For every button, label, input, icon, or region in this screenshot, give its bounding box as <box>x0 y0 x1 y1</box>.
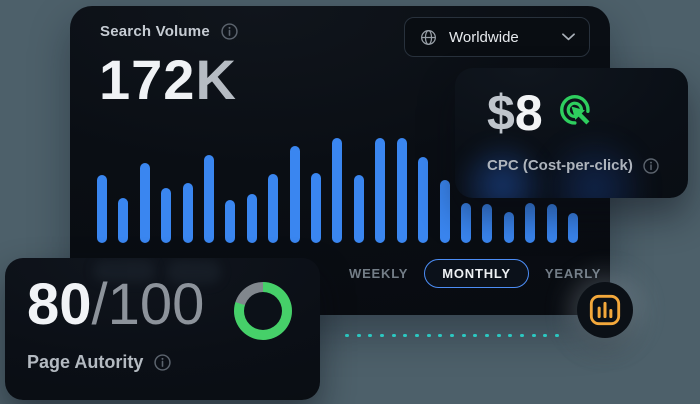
dash <box>414 334 419 337</box>
cpc-label: CPC (Cost-per-click) <box>487 157 633 174</box>
dash <box>449 334 454 337</box>
decor-blob <box>167 260 221 284</box>
authority-score: 80/100 <box>27 276 204 334</box>
period-tabs: WEEKLY MONTHLY YEARLY <box>347 259 603 288</box>
search-volume-header: Search Volume <box>100 23 238 40</box>
search-volume-value: 172K <box>99 52 237 108</box>
chevron-down-icon <box>562 33 575 41</box>
bar-chart <box>97 133 578 243</box>
authority-score-max: /100 <box>91 272 205 337</box>
bar <box>332 138 343 243</box>
cpc-value: $8 <box>487 88 543 138</box>
bar <box>246 194 257 243</box>
bar <box>353 175 364 243</box>
dash <box>496 334 501 337</box>
decor-blob <box>93 260 155 282</box>
chart-fab-button[interactable] <box>577 282 633 338</box>
bar <box>268 174 279 243</box>
dash <box>531 334 536 337</box>
bar <box>289 146 300 243</box>
bar <box>482 204 493 243</box>
cpc-amount: 8 <box>514 85 543 141</box>
bar <box>460 203 471 243</box>
bar <box>225 200 236 243</box>
cpc-value-row: $8 <box>487 88 599 138</box>
bar <box>118 198 129 243</box>
tab-monthly[interactable]: MONTHLY <box>424 259 529 288</box>
cpc-card: $8 CPC (Cost-per-click) <box>455 68 688 198</box>
bar <box>567 213 578 243</box>
dash <box>345 334 349 337</box>
bar <box>503 212 514 243</box>
dash <box>356 334 361 337</box>
bar <box>525 203 536 243</box>
bar <box>97 175 107 243</box>
page-authority-card: 80/100 Page Autority <box>5 258 320 400</box>
dash <box>554 334 559 337</box>
dash <box>473 334 478 337</box>
authority-label: Page Autority <box>27 352 144 372</box>
dash <box>543 334 548 337</box>
dash <box>426 334 431 337</box>
authority-donut <box>234 282 292 340</box>
bar <box>139 163 150 243</box>
bar <box>182 183 193 243</box>
info-icon[interactable] <box>221 23 238 40</box>
dash <box>391 334 396 337</box>
click-cursor-icon <box>559 95 590 125</box>
cpc-currency: $ <box>487 85 515 141</box>
tab-yearly[interactable]: YEARLY <box>543 260 603 287</box>
dash <box>461 334 466 337</box>
bar <box>311 173 322 243</box>
dash <box>519 334 524 337</box>
bar <box>418 157 429 243</box>
authority-score-value: 80 <box>27 272 92 337</box>
dashed-line-decor <box>345 334 559 337</box>
search-volume-title: Search Volume <box>100 23 210 40</box>
cpc-label-row: CPC (Cost-per-click) <box>487 157 659 174</box>
dash <box>508 334 513 337</box>
globe-icon <box>421 29 436 45</box>
bar <box>161 188 172 243</box>
dash <box>484 334 489 337</box>
info-icon[interactable] <box>154 354 172 371</box>
search-volume-suffix: K <box>195 48 237 111</box>
dash <box>403 334 408 337</box>
dash <box>379 334 384 337</box>
authority-label-row: Page Autority <box>27 352 172 373</box>
region-dropdown[interactable]: Worldwide <box>404 17 590 57</box>
dash <box>368 334 373 337</box>
info-icon[interactable] <box>643 157 659 174</box>
bar <box>396 138 407 243</box>
search-volume-number: 172 <box>99 48 196 111</box>
region-dropdown-value: Worldwide <box>449 28 519 46</box>
bar <box>439 180 450 243</box>
bar-chart-icon <box>589 294 621 326</box>
bar <box>546 204 557 243</box>
bar <box>375 138 386 243</box>
dash <box>438 334 443 337</box>
bar <box>204 155 215 243</box>
tab-weekly[interactable]: WEEKLY <box>347 260 410 287</box>
